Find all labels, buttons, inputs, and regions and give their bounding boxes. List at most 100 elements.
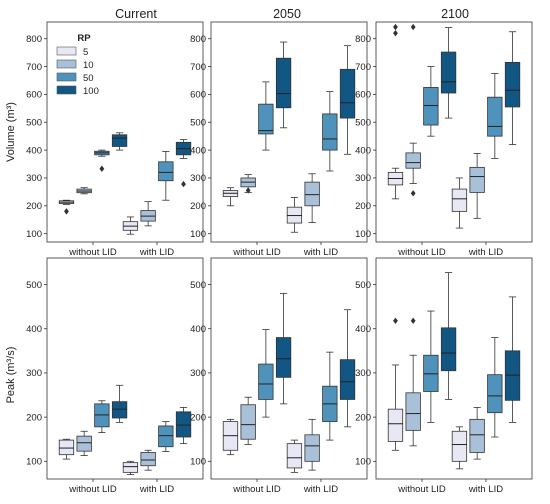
y-tick-label-peak-2050-300: 300 — [190, 368, 206, 379]
y-tick-label-volume-2100-600: 600 — [355, 90, 371, 101]
box-peak-2100-1-rp10-body — [469, 418, 485, 453]
box-peak-2050-1-rp5-body — [286, 443, 303, 469]
box-volume-2100-0-rp10-body — [405, 152, 421, 169]
legend-label-50: 50 — [83, 73, 94, 84]
y-tick-label-volume-2050-200: 200 — [190, 201, 206, 212]
box-peak-2100-0-rp5-body — [387, 408, 404, 442]
y-tick-label-volume-2050-800: 800 — [190, 34, 206, 45]
x-tick-label-volume-current-0: without LID — [68, 247, 117, 258]
box-peak-2100-0-rp10-body — [405, 392, 421, 431]
y-tick-label-peak-2050-200: 200 — [190, 412, 206, 423]
y-tick-label-volume-2050-400: 400 — [190, 145, 206, 156]
box-peak-2050-1-rp10-body — [304, 434, 320, 462]
box-peak-2050-0-rp10-body — [240, 404, 256, 440]
y-tick-label-volume-2100-500: 500 — [355, 118, 371, 129]
y-tick-label-peak-current-400: 400 — [26, 324, 42, 335]
box-peak-current-1-rp100-body — [175, 411, 192, 438]
box-volume-2100-0-rp50-body — [423, 87, 439, 126]
panel-frame-peak-2100 — [375, 257, 533, 480]
x-tick-label-peak-current-1: with LID — [139, 484, 174, 495]
y-tick-label-volume-2050-100: 100 — [190, 229, 206, 240]
box-volume-current-1-rp100-outlier-0 — [181, 180, 186, 188]
y-tick-label-peak-2100-100: 100 — [355, 457, 371, 468]
y-tick-label-peak-current-300: 300 — [26, 368, 42, 379]
y-tick-label-peak-current-100: 100 — [26, 457, 42, 468]
box-volume-2050-1-rp100-body — [339, 68, 356, 119]
box-peak-2050-0-rp50-body — [258, 363, 274, 400]
box-volume-2100-0-rp10-outlier-1 — [410, 23, 416, 31]
y-tick-label-volume-current-600: 600 — [26, 90, 42, 101]
y-tick-label-volume-2050-700: 700 — [190, 62, 206, 73]
legend-label-5: 5 — [83, 47, 88, 58]
y-tick-label-peak-2100-400: 400 — [355, 324, 371, 335]
y-axis-label-peak: Peak (m³/s) — [5, 347, 17, 404]
y-tick-label-volume-2050-500: 500 — [190, 118, 206, 129]
box-peak-current-1-rp10-body — [140, 452, 156, 467]
box-volume-2050-0-rp10-outlier-0 — [245, 187, 251, 194]
y-tick-label-volume-2100-100: 100 — [355, 229, 371, 240]
y-tick-label-peak-current-200: 200 — [26, 412, 42, 423]
y-tick-label-peak-2050-100: 100 — [190, 457, 206, 468]
legend-swatch-50 — [56, 72, 77, 82]
y-tick-label-volume-current-100: 100 — [26, 229, 42, 240]
x-tick-label-volume-current-1: with LID — [139, 247, 174, 258]
x-tick-label-volume-2100-1: with LID — [468, 247, 503, 258]
y-tick-label-volume-current-800: 800 — [26, 34, 42, 45]
box-volume-2050-1-rp10-body — [304, 181, 320, 207]
y-tick-label-peak-2100-300: 300 — [355, 368, 371, 379]
box-volume-2050-1-rp50-body — [322, 113, 338, 151]
y-tick-label-peak-2050-400: 400 — [190, 324, 206, 335]
panel-frame-peak-current — [46, 257, 204, 480]
col-title-2050: 2050 — [273, 7, 301, 21]
box-volume-2100-1-rp10-body — [469, 166, 485, 193]
x-tick-label-volume-2050-1: with LID — [303, 247, 338, 258]
y-tick-label-volume-current-300: 300 — [26, 173, 42, 184]
box-volume-current-0-rp100-body — [111, 134, 128, 147]
x-tick-label-peak-2100-0: without LID — [397, 484, 446, 495]
box-peak-2050-1-rp100-body — [339, 359, 356, 400]
col-title-2100: 2100 — [441, 7, 469, 21]
y-tick-label-volume-current-200: 200 — [26, 201, 42, 212]
y-tick-label-volume-2100-200: 200 — [355, 201, 371, 212]
x-tick-label-peak-2050-0: without LID — [232, 484, 281, 495]
y-tick-label-peak-2100-200: 200 — [355, 412, 371, 423]
legend-label-10: 10 — [83, 60, 94, 71]
box-peak-2100-1-rp50-body — [487, 374, 503, 414]
panel-frame-volume-2050 — [210, 21, 368, 243]
box-volume-current-1-rp50-body — [158, 161, 174, 182]
box-volume-2100-0-rp100-body — [440, 51, 457, 94]
box-peak-2100-0-rp10-outlier-0 — [410, 317, 416, 324]
panel-frame-volume-current — [46, 21, 204, 243]
box-peak-2100-1-rp5-body — [451, 430, 468, 462]
y-tick-label-volume-2100-700: 700 — [355, 62, 371, 73]
y-axis-label-volume: Volume (m³) — [5, 102, 17, 162]
legend-swatch-100 — [56, 85, 77, 95]
box-volume-2100-0-rp10-outlier-0 — [410, 190, 416, 197]
box-volume-2100-1-rp5-body — [451, 188, 468, 212]
x-tick-label-volume-2100-0: without LID — [397, 247, 446, 258]
col-title-current: Current — [115, 7, 157, 21]
y-tick-label-volume-2100-800: 800 — [355, 34, 371, 45]
box-peak-2100-0-rp5-outlier-0 — [393, 317, 398, 324]
panel-frame-peak-2050 — [210, 257, 368, 480]
box-volume-2050-0-rp50-body — [258, 103, 274, 135]
box-volume-2100-1-rp50-body — [487, 96, 503, 137]
y-tick-label-volume-current-700: 700 — [26, 62, 42, 73]
y-tick-label-volume-current-500: 500 — [26, 118, 42, 129]
box-volume-2100-0-rp5-outlier-1 — [393, 23, 398, 31]
box-peak-current-1-rp5-body — [122, 462, 139, 473]
legend: RP 5 10 50 100 — [56, 33, 99, 97]
legend-label-100: 100 — [83, 86, 99, 97]
x-tick-label-peak-2100-1: with LID — [468, 484, 503, 495]
y-tick-label-volume-current-400: 400 — [26, 145, 42, 156]
box-peak-current-0-rp10-body — [76, 435, 92, 452]
box-volume-current-0-rp50-outlier-0 — [99, 165, 105, 172]
y-tick-label-volume-2100-400: 400 — [355, 145, 371, 156]
y-tick-label-peak-2050-500: 500 — [190, 280, 206, 291]
box-peak-current-1-rp50-body — [158, 425, 174, 448]
box-peak-current-0-rp5-body — [58, 439, 75, 456]
y-tick-label-volume-2100-300: 300 — [355, 173, 371, 184]
y-tick-label-volume-2050-600: 600 — [190, 90, 206, 101]
y-tick-label-peak-2100-500: 500 — [355, 280, 371, 291]
